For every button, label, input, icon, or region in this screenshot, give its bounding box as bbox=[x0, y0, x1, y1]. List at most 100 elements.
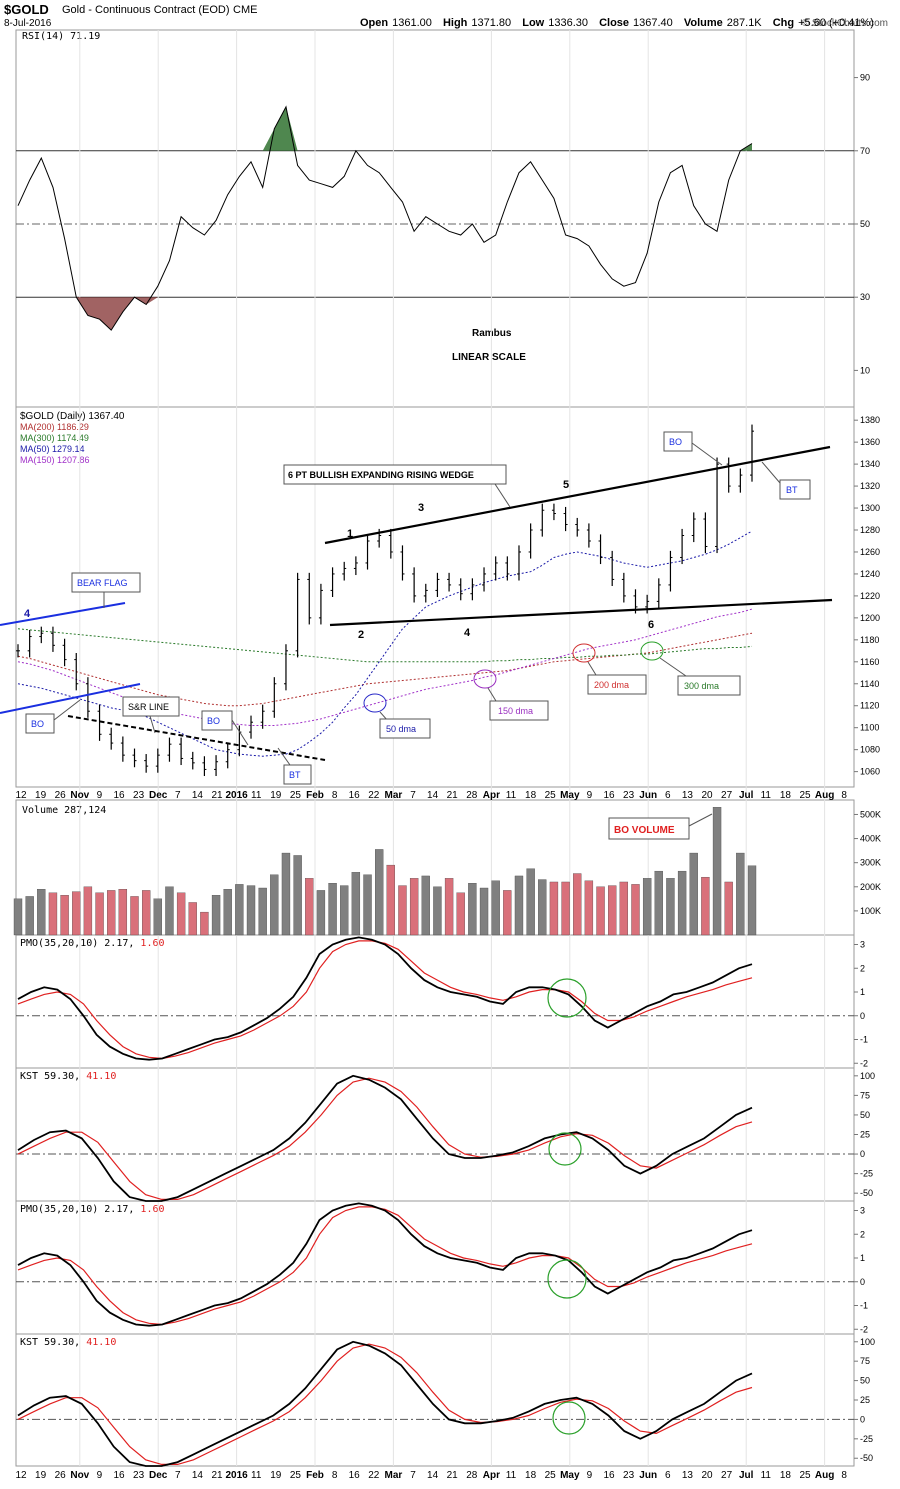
x-tick-label: 20 bbox=[701, 790, 713, 801]
x-tick-label: 16 bbox=[349, 1470, 361, 1481]
x-tick-label: 8 bbox=[841, 1470, 847, 1481]
dma300-label: 300 dma bbox=[684, 681, 719, 691]
point-5: 5 bbox=[563, 479, 569, 491]
volume-plot bbox=[13, 807, 757, 936]
x-tick-label: Jun bbox=[639, 1470, 657, 1481]
rsi-panel-frame bbox=[15, 29, 855, 408]
dma50-box bbox=[379, 718, 431, 739]
dma150-box bbox=[489, 700, 549, 721]
x-tick-label: Feb bbox=[306, 1470, 324, 1481]
x-tick-label: 25 bbox=[290, 790, 302, 801]
x-tick-label: 21 bbox=[447, 790, 459, 801]
rambus-label: Rambus bbox=[472, 328, 512, 339]
bo-right-label: BO bbox=[669, 437, 682, 447]
pmo1-tick-label: -2 bbox=[860, 1058, 868, 1068]
pmo2-highlight-circle bbox=[547, 1259, 587, 1299]
header-exchange: CME bbox=[233, 4, 257, 16]
volume-bar bbox=[188, 902, 197, 936]
volume-annotations: BO VOLUME bbox=[608, 813, 713, 840]
bt-mid-pointer bbox=[277, 747, 291, 766]
kst2-tick-label: 25 bbox=[860, 1395, 870, 1405]
x-tick-label: Jul bbox=[739, 1470, 754, 1481]
sr-line bbox=[67, 715, 326, 761]
pmo2-main-line bbox=[17, 1202, 753, 1327]
volume-bar bbox=[72, 891, 81, 936]
x-tick-label: 2016 bbox=[225, 790, 248, 801]
x-tick-label: 7 bbox=[410, 790, 416, 801]
kst2-panel-frame bbox=[15, 1333, 855, 1467]
chart-header: $GOLD Gold - Continuous Contract (EOD) C… bbox=[4, 2, 888, 29]
bear-flag-lower-line bbox=[0, 683, 141, 714]
price-tick-label: 1240 bbox=[860, 569, 880, 579]
x-tick-label: 22 bbox=[368, 1470, 380, 1481]
pmo1-panel-frame bbox=[15, 934, 855, 1069]
x-tick-label: 19 bbox=[270, 790, 282, 801]
x-tick-label: Jul bbox=[739, 790, 754, 801]
watermark: © StockCharts.com bbox=[802, 18, 888, 29]
price-legend-main: $GOLD (Daily) 1367.40 bbox=[20, 411, 125, 422]
price-plot bbox=[16, 424, 754, 777]
volume-bar bbox=[608, 885, 617, 936]
bo-mid-label: BO bbox=[207, 716, 220, 726]
volume-bar bbox=[642, 878, 652, 936]
rsi-tick-label: 30 bbox=[860, 292, 870, 302]
kst1-signal-line bbox=[17, 1077, 753, 1200]
kst1-panel-frame bbox=[15, 1067, 855, 1202]
pmo1-main-line bbox=[17, 936, 753, 1061]
volume-bar bbox=[736, 852, 745, 936]
volume-legend: Volume 287,124 bbox=[22, 805, 106, 816]
rsi-legend: RSI(14) 71.19 Rambus LINEAR SCALE bbox=[22, 31, 526, 363]
volume-bar bbox=[619, 881, 629, 936]
bo-left-label: BO bbox=[31, 719, 44, 729]
legend-ma200: MA(200) 1186.29 bbox=[20, 422, 89, 432]
volume-bar bbox=[479, 887, 489, 936]
volume-bar bbox=[60, 895, 69, 936]
volume-bar bbox=[48, 892, 58, 936]
bo-right-box bbox=[663, 431, 693, 452]
x-tick-label: 18 bbox=[780, 1470, 792, 1481]
point-6: 6 bbox=[648, 619, 654, 631]
volume-bar bbox=[340, 885, 349, 936]
kst1-tick-label: 50 bbox=[860, 1110, 870, 1120]
x-tick-label: 13 bbox=[682, 1470, 694, 1481]
rsi-line bbox=[17, 105, 753, 331]
sr-line-label: S&R LINE bbox=[128, 702, 169, 712]
x-tick-label: 25 bbox=[799, 790, 811, 801]
volume-bar bbox=[258, 887, 267, 936]
pmo1-tick-label: 3 bbox=[860, 940, 865, 950]
dma200-circle bbox=[572, 643, 596, 663]
pmo1-tick-label: 0 bbox=[860, 1011, 865, 1021]
y-axis-ticks: 9070503010138013601340132013001280126012… bbox=[854, 73, 881, 1463]
x-tick-label: 19 bbox=[270, 1470, 282, 1481]
point-1: 1 bbox=[347, 528, 353, 540]
x-tick-label: 11 bbox=[251, 790, 262, 801]
volume-bar bbox=[724, 881, 733, 936]
pmo1-tick-label: -1 bbox=[860, 1035, 868, 1045]
price-tick-label: 1360 bbox=[860, 437, 880, 447]
x-tick-label: 2016 bbox=[225, 1470, 248, 1481]
x-tick-label: 8 bbox=[332, 790, 338, 801]
x-tick-label: Nov bbox=[70, 790, 89, 801]
price-tick-label: 1060 bbox=[860, 767, 880, 777]
kst2-legend: KST 59.30, 41.10 bbox=[20, 1337, 116, 1348]
volume-bar bbox=[375, 849, 384, 936]
x-tick-label: 14 bbox=[192, 790, 204, 801]
x-tick-label: 23 bbox=[133, 1470, 145, 1481]
rsi-legend-text: RSI(14) 71.19 bbox=[22, 31, 100, 42]
bo-volume-label: BO VOLUME bbox=[614, 825, 675, 836]
x-tick-label: 11 bbox=[761, 790, 772, 801]
kst2-tick-label: 0 bbox=[860, 1414, 865, 1424]
x-tick-label: 12 bbox=[15, 1470, 27, 1481]
x-tick-label: 11 bbox=[761, 1470, 772, 1481]
pmo2-tick-label: 0 bbox=[860, 1277, 865, 1287]
ohlc-readout: Open 1361.00 High 1371.80 Low 1336.30 Close… bbox=[360, 17, 874, 29]
volume-bar bbox=[677, 870, 687, 936]
volume-bar bbox=[130, 896, 139, 936]
volume-bar bbox=[281, 852, 291, 936]
volume-bar bbox=[514, 875, 524, 936]
header-date: 8-Jul-2016 bbox=[4, 18, 52, 29]
volume-bar bbox=[468, 883, 477, 936]
x-tick-label: 27 bbox=[721, 1470, 733, 1481]
x-tick-label: May bbox=[560, 1470, 580, 1481]
